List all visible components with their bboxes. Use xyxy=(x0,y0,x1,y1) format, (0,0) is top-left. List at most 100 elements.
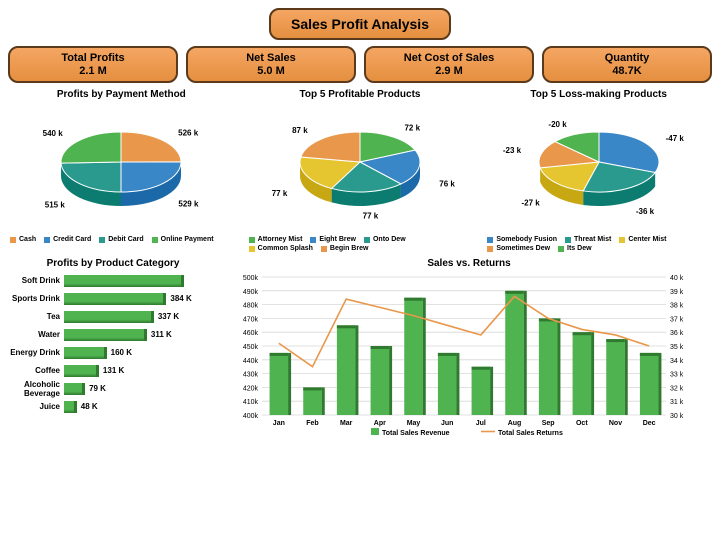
bar-label: Tea xyxy=(8,312,64,321)
legend-item: Somebody Fusion xyxy=(487,236,557,243)
bar-value: 131 K xyxy=(99,366,124,375)
chart-title: Profits by Payment Method xyxy=(4,89,239,100)
bar-value: 48 K xyxy=(77,402,98,411)
bar xyxy=(64,311,154,323)
svg-text:540 k: 540 k xyxy=(43,129,64,138)
bar-label: Juice xyxy=(8,402,64,411)
legend: Attorney MistEight BrewOnto DewCommon Sp… xyxy=(243,234,478,254)
svg-text:450k: 450k xyxy=(243,344,259,351)
bar-label: Water xyxy=(8,330,64,339)
bar-label: Coffee xyxy=(8,366,64,375)
kpi-row: Total Profits 2.1 M Net Sales 5.0 M Net Co… xyxy=(0,46,720,83)
kpi-value: 2.1 M xyxy=(16,65,170,77)
svg-text:Jan: Jan xyxy=(273,420,285,427)
svg-text:-23 k: -23 k xyxy=(503,146,522,155)
chart-title: Top 5 Profitable Products xyxy=(243,89,478,100)
svg-text:480k: 480k xyxy=(243,303,259,310)
bar-row: Soft Drink xyxy=(8,273,218,288)
svg-text:Jul: Jul xyxy=(476,420,486,427)
svg-text:38 k: 38 k xyxy=(670,303,684,310)
bar-row: Energy Drink 160 K xyxy=(8,345,218,360)
svg-text:490k: 490k xyxy=(243,289,259,296)
pie-chart-svg: 72 k76 k77 k77 k87 k xyxy=(245,104,475,234)
legend-item: Sometimes Dew xyxy=(487,245,550,252)
svg-text:40 k: 40 k xyxy=(670,275,684,282)
bar-row: Juice 48 K xyxy=(8,399,218,414)
svg-text:37 k: 37 k xyxy=(670,316,684,323)
svg-text:30 k: 30 k xyxy=(670,413,684,420)
bar-value: 311 K xyxy=(147,330,172,339)
svg-text:Total Sales Returns: Total Sales Returns xyxy=(498,430,563,437)
svg-text:36 k: 36 k xyxy=(670,330,684,337)
svg-text:515 k: 515 k xyxy=(45,200,66,209)
pie-chart-svg: 526 k 529 k 515 k 540 k xyxy=(6,104,236,234)
kpi-value: 48.7K xyxy=(550,65,704,77)
pie-card: Profits by Payment Method 526 k 529 k 515 … xyxy=(4,89,239,254)
combo-chart-svg: 400k410k420k430k440k450k460k470k480k490k… xyxy=(226,271,696,441)
bar-label: Sports Drink xyxy=(8,294,64,303)
svg-text:-27 k: -27 k xyxy=(521,199,540,208)
sales-vs-returns-chart: Sales vs. Returns 400k410k420k430k440k45… xyxy=(226,258,712,446)
chart-title: Sales vs. Returns xyxy=(226,258,712,269)
svg-text:400k: 400k xyxy=(243,413,259,420)
kpi-label: Quantity xyxy=(550,52,704,64)
svg-text:Nov: Nov xyxy=(609,420,622,427)
bar-row: Sports Drink 384 K xyxy=(8,291,218,306)
svg-text:-47 k: -47 k xyxy=(665,134,684,143)
kpi-value: 5.0 M xyxy=(194,65,348,77)
svg-text:Feb: Feb xyxy=(306,420,318,427)
svg-text:529 k: 529 k xyxy=(179,200,200,209)
svg-text:77 k: 77 k xyxy=(272,189,288,198)
kpi-label: Net Cost of Sales xyxy=(372,52,526,64)
bar xyxy=(64,401,77,413)
bar xyxy=(64,365,99,377)
bar-label: Energy Drink xyxy=(8,348,64,357)
pie-card: Top 5 Profitable Products 72 k76 k77 k77… xyxy=(243,89,478,254)
legend: Somebody FusionThreat MistCenter MistSom… xyxy=(481,234,716,254)
legend-item: Eight Brew xyxy=(310,236,356,243)
bar-value: 384 K xyxy=(166,294,191,303)
svg-text:Aug: Aug xyxy=(508,420,522,427)
svg-text:470k: 470k xyxy=(243,316,259,323)
svg-text:Dec: Dec xyxy=(643,420,656,427)
bar-value: 79 K xyxy=(85,384,106,393)
svg-text:33 k: 33 k xyxy=(670,372,684,379)
svg-text:500k: 500k xyxy=(243,275,259,282)
bar-value: 337 K xyxy=(154,312,179,321)
pie-card: Top 5 Loss-making Products -47 k -36 k -27… xyxy=(481,89,716,254)
kpi-card: Total Profits 2.1 M xyxy=(8,46,178,83)
svg-text:32 k: 32 k xyxy=(670,385,684,392)
bar xyxy=(64,293,166,305)
bar xyxy=(64,347,107,359)
legend-item: Credit Card xyxy=(44,236,91,243)
page-title: Sales Profit Analysis xyxy=(269,8,451,40)
legend-item: Threat Mist xyxy=(565,236,611,243)
bar-row: Coffee 131 K xyxy=(8,363,218,378)
svg-text:-20 k: -20 k xyxy=(548,120,567,129)
svg-text:Total Sales Revenue: Total Sales Revenue xyxy=(382,430,450,437)
legend-item: Online Payment xyxy=(152,236,214,243)
chart-title: Profits by Product Category xyxy=(8,258,218,269)
pie-chart-svg: -47 k -36 k -27 k -23 k -20 k xyxy=(484,104,714,234)
legend-item: Common Splash xyxy=(249,245,313,252)
svg-text:430k: 430k xyxy=(243,372,259,379)
svg-text:-36 k: -36 k xyxy=(636,207,655,216)
bar xyxy=(64,329,147,341)
svg-text:Jun: Jun xyxy=(441,420,453,427)
svg-text:31 k: 31 k xyxy=(670,399,684,406)
svg-text:35 k: 35 k xyxy=(670,344,684,351)
profits-by-category-chart: Profits by Product Category Soft Drink S… xyxy=(8,258,218,446)
chart-title: Top 5 Loss-making Products xyxy=(481,89,716,100)
bar-row: Water 311 K xyxy=(8,327,218,342)
legend-item: Attorney Mist xyxy=(249,236,303,243)
svg-text:Mar: Mar xyxy=(340,420,353,427)
bar-label: Alcoholic Beverage xyxy=(8,380,64,398)
svg-text:420k: 420k xyxy=(243,385,259,392)
svg-text:526 k: 526 k xyxy=(178,128,199,137)
kpi-value: 2.9 M xyxy=(372,65,526,77)
kpi-label: Net Sales xyxy=(194,52,348,64)
kpi-card: Net Cost of Sales 2.9 M xyxy=(364,46,534,83)
kpi-label: Total Profits xyxy=(16,52,170,64)
bar xyxy=(64,275,184,287)
pie-row: Profits by Payment Method 526 k 529 k 515 … xyxy=(0,83,720,254)
